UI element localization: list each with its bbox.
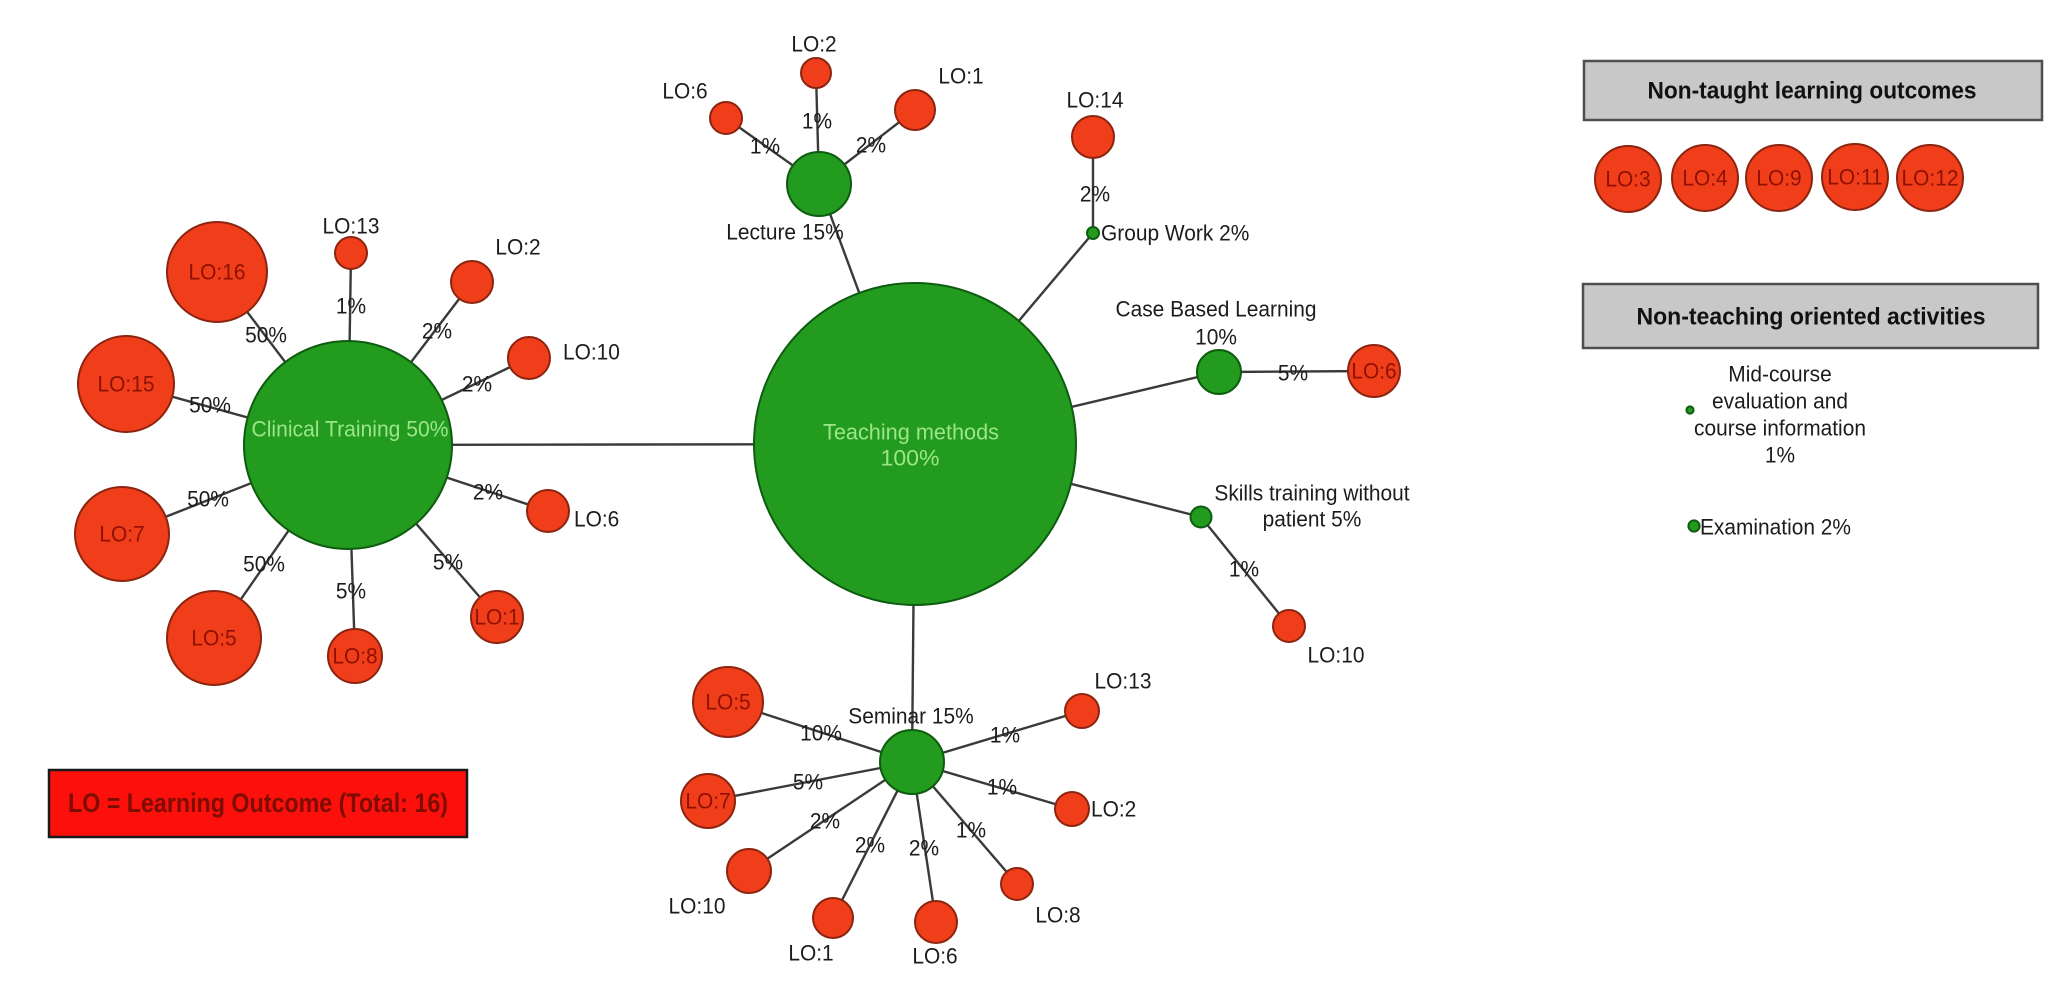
svg-text:5%: 5% [793,770,823,795]
svg-text:Lecture 15%: Lecture 15% [726,220,843,245]
svg-text:LO:5: LO:5 [705,690,750,715]
svg-text:Seminar 15%: Seminar 15% [848,704,974,729]
svg-text:LO:7: LO:7 [99,522,144,547]
svg-text:50%: 50% [187,487,229,512]
svg-text:LO:6: LO:6 [912,944,957,969]
svg-text:evaluation and: evaluation and [1712,389,1848,414]
svg-text:LO:15: LO:15 [98,372,155,397]
svg-text:LO:6: LO:6 [662,79,707,104]
svg-text:Skills training without: Skills training without [1214,481,1409,506]
svg-text:LO:11: LO:11 [1827,165,1882,190]
svg-text:LO:16: LO:16 [189,260,246,285]
svg-text:LO:6: LO:6 [1351,359,1396,384]
svg-text:LO:14: LO:14 [1067,88,1124,113]
svg-text:LO:12: LO:12 [1902,166,1959,191]
svg-text:LO = Learning Outcome (Total:: LO = Learning Outcome (Total: 16) [68,788,448,818]
svg-text:5%: 5% [336,579,366,604]
svg-text:Mid-course: Mid-course [1728,362,1831,387]
svg-text:1%: 1% [990,723,1020,748]
svg-text:10%: 10% [1195,325,1237,350]
svg-text:50%: 50% [245,323,287,348]
svg-text:1%: 1% [1765,443,1795,468]
svg-text:Teaching methods: Teaching methods [823,420,999,445]
svg-text:Examination 2%: Examination 2% [1700,515,1851,540]
svg-text:Non-teaching oriented activiti: Non-teaching oriented activities [1637,304,1986,331]
svg-text:LO:10: LO:10 [1308,643,1365,668]
svg-text:LO:3: LO:3 [1605,167,1650,192]
svg-text:LO:6: LO:6 [574,507,619,532]
svg-text:1%: 1% [336,294,366,319]
svg-text:1%: 1% [987,775,1017,800]
svg-text:1%: 1% [750,134,780,159]
svg-text:Group Work 2%: Group Work 2% [1101,221,1249,246]
svg-text:10%: 10% [800,721,842,746]
svg-text:1%: 1% [1229,557,1259,582]
svg-text:LO:1: LO:1 [474,605,519,630]
svg-text:100%: 100% [881,446,940,471]
svg-text:2%: 2% [909,836,939,861]
svg-text:2%: 2% [856,133,886,158]
svg-text:LO:8: LO:8 [332,644,377,669]
svg-text:Case Based Learning: Case Based Learning [1116,297,1317,322]
svg-text:patient 5%: patient 5% [1263,507,1362,532]
svg-text:LO:1: LO:1 [788,941,833,966]
svg-text:2%: 2% [422,319,452,344]
svg-text:course information: course information [1694,416,1866,441]
svg-text:5%: 5% [433,550,463,575]
svg-text:LO:7: LO:7 [685,789,730,814]
svg-text:50%: 50% [189,393,231,418]
svg-text:LO:9: LO:9 [1756,166,1801,191]
svg-text:2%: 2% [473,480,503,505]
svg-text:LO:10: LO:10 [563,340,620,365]
svg-text:LO:1: LO:1 [938,64,983,89]
svg-text:LO:4: LO:4 [1682,166,1727,191]
svg-text:LO:2: LO:2 [495,235,540,260]
svg-text:LO:13: LO:13 [1095,669,1152,694]
svg-text:LO:2: LO:2 [1091,797,1136,822]
svg-text:LO:5: LO:5 [191,626,236,651]
svg-text:LO:13: LO:13 [323,214,380,239]
svg-text:2%: 2% [810,809,840,834]
svg-text:LO:8: LO:8 [1035,903,1080,928]
svg-text:LO:10: LO:10 [669,894,726,919]
svg-text:LO:2: LO:2 [791,32,836,57]
svg-text:2%: 2% [855,833,885,858]
svg-text:50%: 50% [243,552,285,577]
svg-text:5%: 5% [1278,361,1308,386]
svg-text:1%: 1% [802,109,832,134]
svg-text:2%: 2% [1080,182,1110,207]
svg-text:1%: 1% [956,818,986,843]
svg-text:Clinical Training 50%: Clinical Training 50% [252,417,449,442]
svg-text:2%: 2% [462,372,492,397]
svg-text:Non-taught learning outcomes: Non-taught learning outcomes [1648,78,1977,105]
